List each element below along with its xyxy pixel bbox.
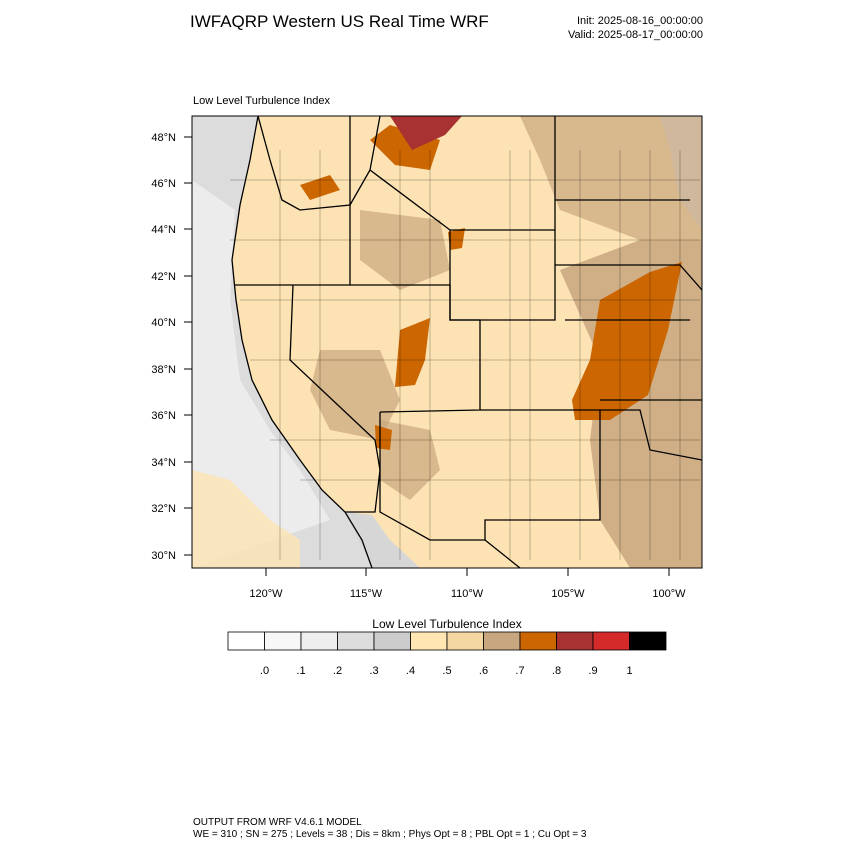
colorbar-label: 1 — [626, 665, 632, 677]
colorbar-box — [410, 631, 448, 651]
colorbar-label: .3 — [369, 665, 378, 677]
lon-label: 100°W — [652, 588, 686, 600]
lat-label: 42°N — [151, 271, 176, 283]
colorbar-label: .4 — [406, 665, 415, 677]
lon-labels: 120°W 115°W 110°W 105°W 100°W — [249, 568, 686, 600]
lat-label: 32°N — [151, 503, 176, 515]
colorbar-box — [629, 631, 667, 651]
colorbar: .0 .1 .2 .3 .4 .5 .6 .7 .8 .9 1 — [227, 631, 667, 677]
colorbar-label: .0 — [260, 665, 269, 677]
colorbar-title: Low Level Turbulence Index — [372, 617, 521, 631]
colorbar-label: .9 — [588, 665, 597, 677]
lon-label: 115°W — [350, 588, 383, 600]
lat-labels: 48°N 46°N 44°N 42°N 40°N 38°N 36°N 34°N 32°N 30°N — [151, 132, 192, 562]
colorbar-box — [519, 631, 557, 651]
lat-label: 46°N — [151, 178, 176, 190]
colorbar-box — [337, 631, 375, 651]
lat-label: 34°N — [151, 457, 176, 469]
footer-line: WE = 310 ; SN = 275 ; Levels = 38 ; Dis … — [193, 829, 587, 840]
colorbar-box — [592, 631, 630, 651]
colorbar-box — [300, 631, 338, 651]
colorbar-box — [373, 631, 411, 651]
lon-label: 105°W — [551, 588, 585, 600]
colorbar-label: .5 — [442, 665, 451, 677]
footer-line: OUTPUT FROM WRF V4.6.1 MODEL — [193, 817, 362, 828]
lon-label: 110°W — [451, 588, 484, 600]
lat-label: 44°N — [151, 224, 176, 236]
lat-label: 40°N — [151, 317, 176, 329]
colorbar-label: .6 — [479, 665, 488, 677]
map — [191, 115, 703, 569]
colorbar-box — [264, 631, 302, 651]
colorbar-box — [483, 631, 521, 651]
colorbar-label: .2 — [333, 665, 342, 677]
lat-label: 30°N — [151, 550, 176, 562]
map-label: Low Level Turbulence Index — [193, 95, 330, 107]
title: IWFAQRP Western US Real Time WRF — [190, 12, 489, 31]
lat-label: 48°N — [151, 132, 176, 144]
colorbar-box — [556, 631, 594, 651]
valid-time: Valid: 2025-08-17_00:00:00 — [568, 29, 703, 41]
colorbar-box — [227, 631, 265, 651]
lat-label: 36°N — [151, 410, 176, 422]
colorbar-box — [446, 631, 484, 651]
lon-label: 120°W — [249, 588, 283, 600]
lat-label: 38°N — [151, 364, 176, 376]
colorbar-label: .7 — [515, 665, 524, 677]
colorbar-label: .8 — [552, 665, 561, 677]
colorbar-label: .1 — [296, 665, 305, 677]
init-time: Init: 2025-08-16_00:00:00 — [577, 15, 703, 27]
